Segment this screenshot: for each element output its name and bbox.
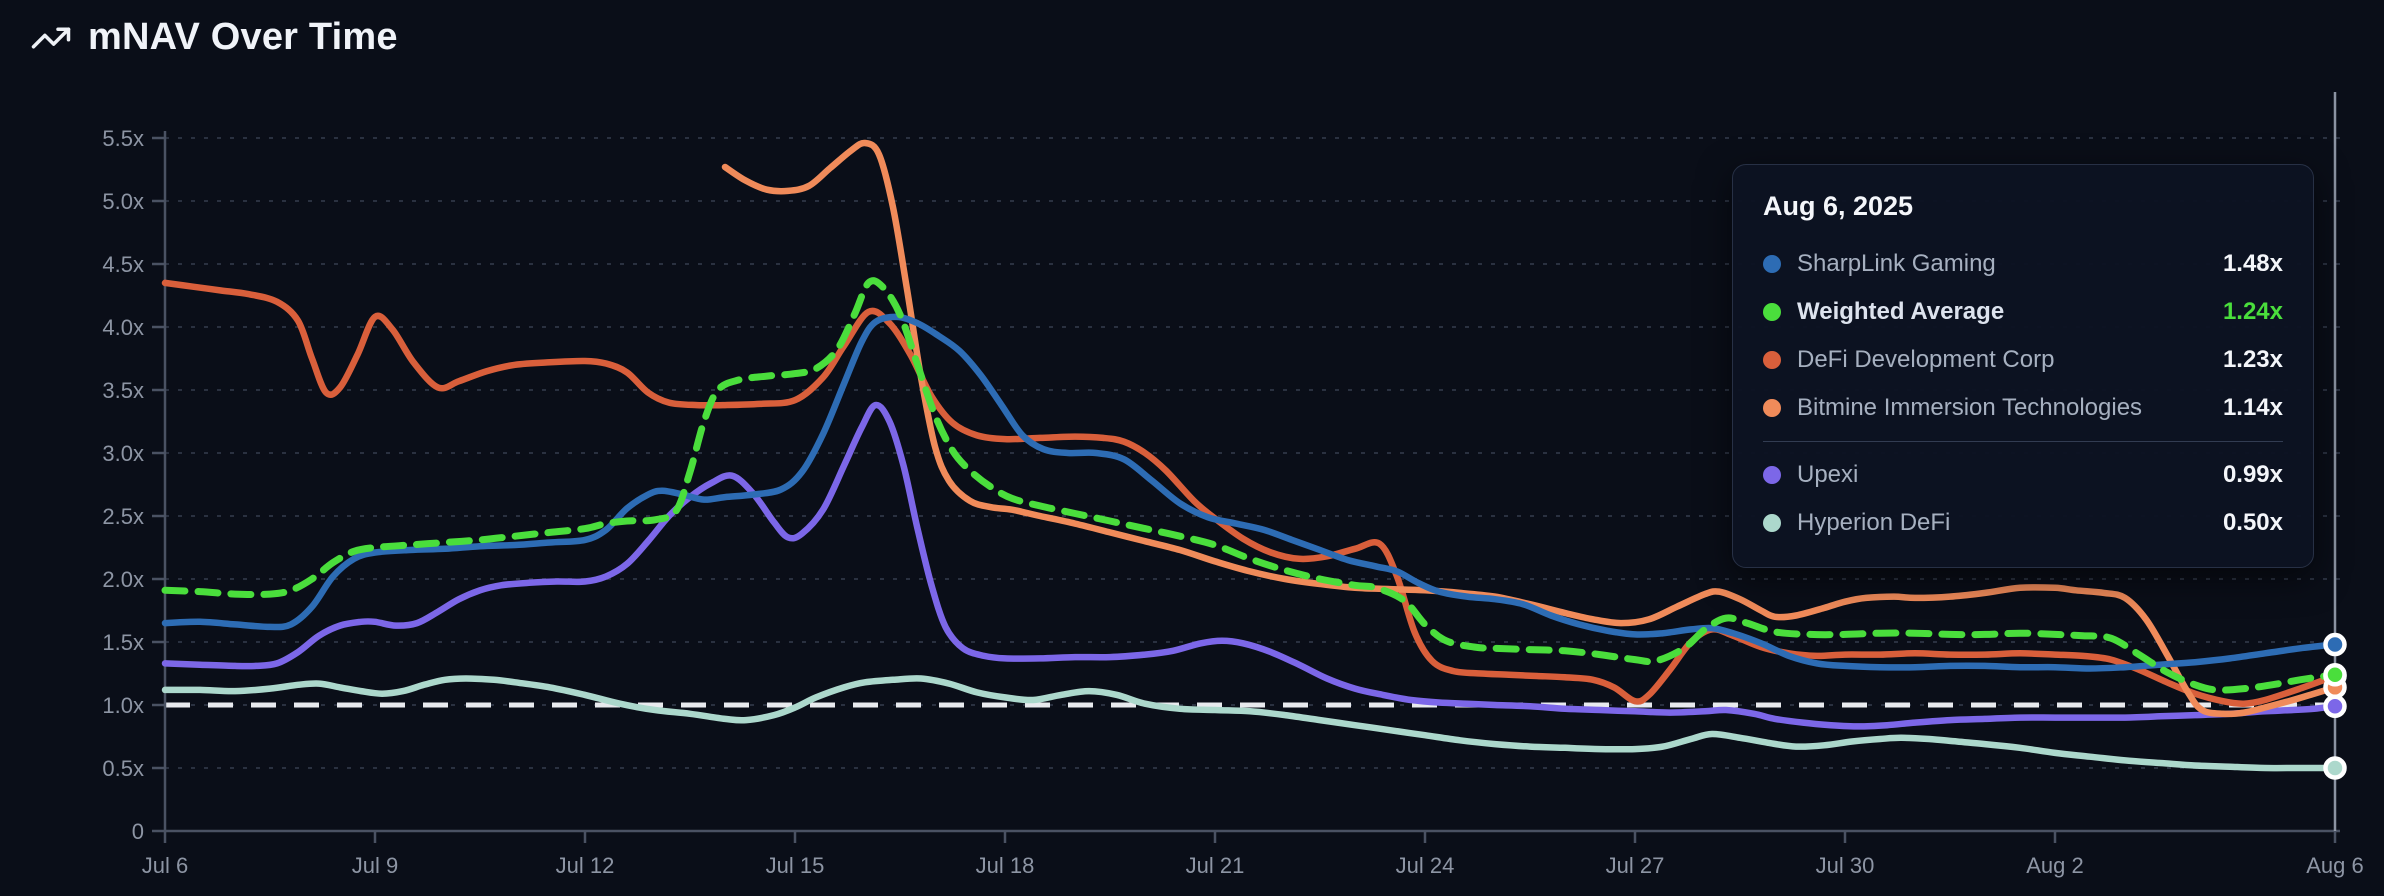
svg-text:2.5x: 2.5x: [102, 504, 144, 529]
svg-text:Jul 6: Jul 6: [142, 853, 188, 878]
line-hyperion-defi: [161, 675, 2339, 772]
chart-tooltip: Aug 6, 2025 SharpLink Gaming 1.48x Weigh…: [1732, 164, 2314, 568]
tooltip-series-label: Bitmine Immersion Technologies: [1797, 394, 2143, 421]
tooltip-row: SharpLink Gaming 1.48x: [1763, 240, 2283, 288]
tooltip-series-label: DeFi Development Corp: [1797, 346, 2055, 373]
svg-text:Jul 15: Jul 15: [766, 853, 825, 878]
svg-text:Jul 27: Jul 27: [1606, 853, 1665, 878]
svg-text:Jul 18: Jul 18: [976, 853, 1035, 878]
marker-sharplink-gaming: [2323, 632, 2347, 657]
tooltip-series-value: 0.99x: [2222, 461, 2283, 488]
x-axis-labels: Jul 6 Jul 9 Jul 12 Jul 15 Jul 18 Jul 21 Jul 24…: [142, 831, 2364, 878]
tooltip-row: Upexi 0.99x: [1763, 451, 2283, 499]
line-upexi: [161, 401, 2339, 730]
svg-text:1.0x: 1.0x: [102, 693, 144, 718]
series-dot-icon: [1763, 351, 1781, 369]
tooltip-divider: [1763, 441, 2283, 442]
tooltip-row: Bitmine Immersion Technologies 1.14x: [1763, 384, 2283, 432]
tooltip-series-value: 1.48x: [2222, 250, 2283, 277]
svg-text:2.0x: 2.0x: [102, 567, 144, 592]
series-dot-icon: [1763, 466, 1781, 484]
tooltip-series-label: SharpLink Gaming: [1797, 250, 1996, 277]
line-weighted-average: [161, 277, 2339, 694]
axes: [163, 131, 2340, 833]
svg-text:4.0x: 4.0x: [102, 315, 144, 340]
svg-text:1.5x: 1.5x: [102, 630, 144, 655]
tooltip-series-label: Weighted Average: [1797, 298, 2005, 325]
y-axis-labels: 0 0.5x 1.0x 1.5x 2.0x 2.5x 3.0x 3.5x 4.0x 4.5x 5.0…: [102, 126, 165, 844]
tooltip-series-value: 0.50x: [2222, 509, 2283, 536]
tooltip-row: Hyperion DeFi 0.50x: [1763, 499, 2283, 547]
svg-text:Jul 21: Jul 21: [1186, 853, 1245, 878]
svg-text:0: 0: [132, 819, 144, 844]
svg-text:5.0x: 5.0x: [102, 189, 144, 214]
svg-text:Jul 24: Jul 24: [1396, 853, 1455, 878]
svg-text:0.5x: 0.5x: [102, 756, 144, 781]
tooltip-row: DeFi Development Corp 1.23x: [1763, 336, 2283, 384]
svg-text:3.5x: 3.5x: [102, 378, 144, 403]
svg-text:Jul 30: Jul 30: [1816, 853, 1875, 878]
end-markers: [2323, 632, 2347, 780]
svg-text:Aug 2: Aug 2: [2026, 853, 2084, 878]
tooltip-series-label: Hyperion DeFi: [1797, 509, 1951, 536]
series-dot-icon: [1763, 255, 1781, 273]
series-dot-icon: [1763, 399, 1781, 417]
chart-header: mNAV Over Time: [30, 16, 398, 59]
series-dot-icon: [1763, 303, 1781, 321]
svg-text:5.5x: 5.5x: [102, 126, 144, 151]
tooltip-series-label: Upexi: [1797, 461, 1859, 488]
svg-text:4.5x: 4.5x: [102, 252, 144, 277]
svg-text:Jul 12: Jul 12: [556, 853, 615, 878]
page-title: mNAV Over Time: [88, 16, 398, 58]
svg-text:Aug 6: Aug 6: [2306, 853, 2364, 878]
svg-text:3.0x: 3.0x: [102, 441, 144, 466]
tooltip-row: Weighted Average 1.24x: [1763, 288, 2283, 336]
marker-upexi: [2323, 694, 2347, 719]
svg-text:Jul 9: Jul 9: [352, 853, 398, 878]
series-lines: [161, 139, 2339, 772]
marker-weighted-average: [2323, 663, 2347, 687]
series-dot-icon: [1763, 514, 1781, 532]
tooltip-series-value: 1.14x: [2222, 394, 2283, 421]
marker-hyperion-defi: [2323, 756, 2347, 780]
line-defi-development-corp: [161, 279, 2339, 707]
tooltip-series-value: 1.23x: [2222, 346, 2283, 373]
line-bitmine-immersion-technologies: [721, 139, 2339, 718]
line-sharplink-gaming: [161, 313, 2339, 672]
tooltip-series-value: 1.24x: [2222, 298, 2283, 325]
trending-up-icon: [31, 27, 71, 48]
tooltip-rows: SharpLink Gaming 1.48x Weighted Average …: [1763, 240, 2283, 547]
tooltip-date: Aug 6, 2025: [1763, 191, 1914, 221]
